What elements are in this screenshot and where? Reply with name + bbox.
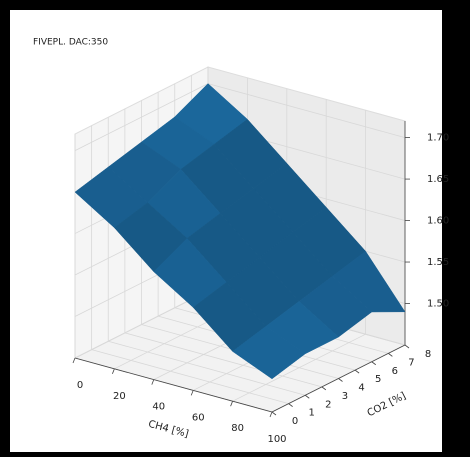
tick-mark bbox=[388, 353, 393, 357]
tick-mark bbox=[190, 390, 194, 396]
y-tick-label: 6 bbox=[392, 366, 398, 377]
x-tick-label: 20 bbox=[113, 391, 126, 402]
x-tick-label: 100 bbox=[267, 434, 286, 445]
tick-mark bbox=[269, 411, 273, 418]
z-tick-label: 1.50 bbox=[427, 299, 449, 310]
y-tick-label: 8 bbox=[425, 349, 431, 360]
y-tick-label: 0 bbox=[292, 416, 298, 427]
chart-title: FIVEPL. DAC:350 bbox=[33, 38, 108, 48]
y-axis-line bbox=[271, 344, 406, 413]
grid-line bbox=[124, 332, 322, 388]
tick-mark bbox=[354, 369, 360, 374]
x-tick-label: 40 bbox=[152, 402, 165, 413]
tick-mark bbox=[151, 379, 155, 385]
y-tick-label: 3 bbox=[342, 391, 348, 402]
tick-mark bbox=[72, 357, 76, 364]
tick-mark bbox=[288, 403, 293, 407]
z-tick-label: 1.65 bbox=[427, 174, 449, 185]
x-axis-line bbox=[74, 357, 273, 413]
z-tick-label: 1.60 bbox=[427, 216, 449, 227]
grid-line bbox=[207, 83, 406, 138]
z-tick-label: 1.55 bbox=[427, 257, 449, 268]
y-tick-label: 4 bbox=[358, 383, 364, 394]
tick-mark bbox=[230, 401, 233, 407]
x-tick-label: 0 bbox=[77, 380, 83, 391]
grid-line bbox=[74, 83, 209, 151]
y-tick-label: 7 bbox=[408, 357, 414, 368]
x-tick-label: 60 bbox=[192, 412, 205, 423]
tick-mark bbox=[404, 344, 410, 349]
tick-mark bbox=[271, 411, 277, 416]
tick-mark bbox=[305, 394, 310, 399]
y-tick-label: 2 bbox=[325, 399, 331, 410]
tick-mark bbox=[371, 361, 376, 366]
y-tick-label: 5 bbox=[375, 374, 381, 385]
surface-patch bbox=[232, 326, 306, 380]
plot-area: 0204060801000123456781.501.551.601.651.7… bbox=[72, 66, 449, 445]
grid-line bbox=[108, 340, 306, 396]
tick-mark bbox=[321, 386, 327, 391]
z-tick-label: 1.70 bbox=[427, 133, 449, 144]
grid-line bbox=[91, 349, 289, 405]
tick-mark bbox=[112, 368, 115, 374]
x-tick-label: 80 bbox=[231, 423, 244, 434]
y-tick-label: 1 bbox=[308, 408, 314, 419]
tick-mark bbox=[338, 378, 343, 382]
